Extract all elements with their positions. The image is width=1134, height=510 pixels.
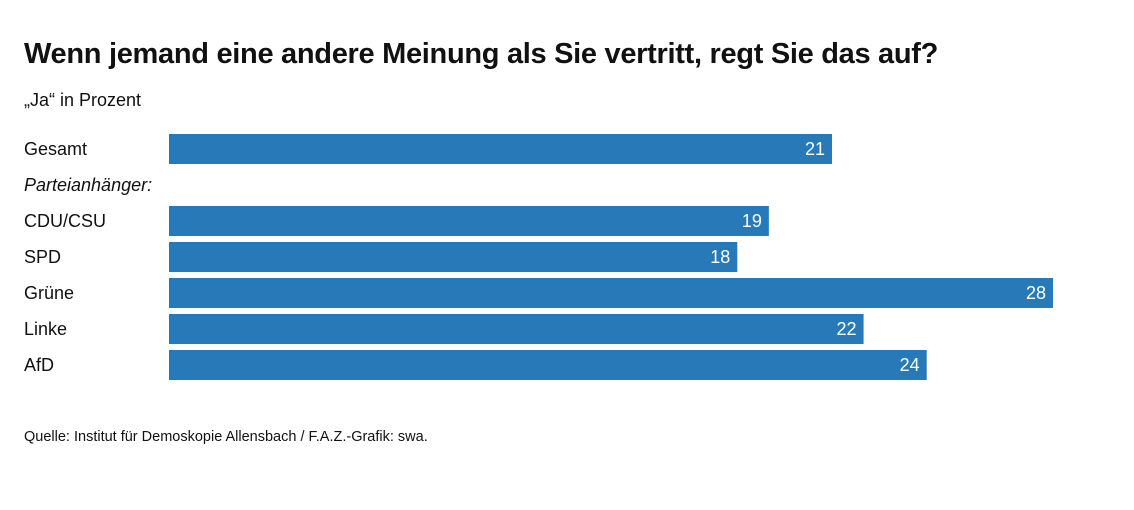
group-label-parteianhänger: Parteianhänger: [24,175,152,195]
category-label-linke: Linke [24,319,67,339]
value-label-gesamt: 21 [805,139,825,159]
category-label-cdu-csu: CDU/CSU [24,211,106,231]
chart-subtitle: „Ja“ in Prozent [24,90,142,110]
category-label-gesamt: Gesamt [24,139,87,159]
source-note: Quelle: Institut für Demoskopie Allensba… [24,429,428,445]
value-label-cdu-csu: 19 [742,211,762,231]
category-label-grüne: Grüne [24,283,74,303]
value-label-spd: 18 [710,247,730,267]
bar-linke [169,314,864,344]
value-label-grüne: 28 [1026,283,1046,303]
category-label-spd: SPD [24,247,61,267]
value-label-linke: 22 [837,319,857,339]
bar-spd [169,242,738,272]
bar-gesamt [169,134,832,164]
bar-cdu-csu [169,206,769,236]
bar-afd [169,350,927,380]
value-label-afd: 24 [900,355,920,375]
chart-title: Wenn jemand eine andere Meinung als Sie … [24,38,939,70]
bar-grüne [169,278,1053,308]
category-label-afd: AfD [24,355,54,375]
